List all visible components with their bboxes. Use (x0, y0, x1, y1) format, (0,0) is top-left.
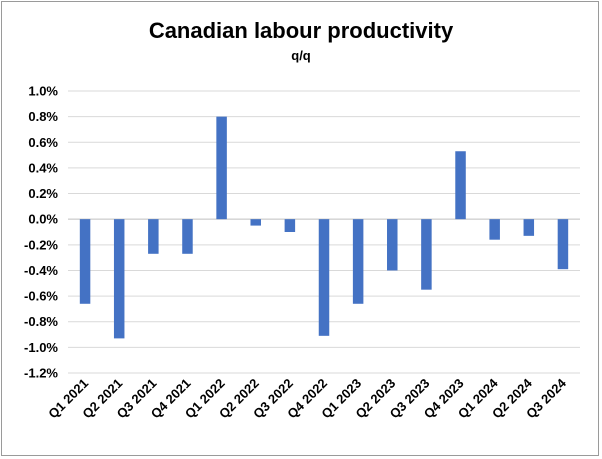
bar (250, 219, 261, 226)
bar (182, 219, 193, 254)
bars (79, 116, 569, 339)
bar (284, 219, 296, 232)
y-tick-label: 0.8% (28, 109, 58, 124)
bar (113, 219, 125, 339)
bar (387, 219, 398, 271)
bar (523, 219, 535, 236)
y-tick-label: -1.2% (24, 366, 58, 381)
bar (352, 219, 364, 304)
y-tick-label: -0.4% (24, 263, 58, 278)
bar (79, 219, 91, 304)
y-tick-label: -1.0% (24, 340, 58, 355)
y-tick-label: 0.6% (28, 135, 58, 150)
bar (148, 219, 159, 254)
bar (455, 151, 466, 220)
bar (489, 219, 500, 240)
y-tick-label: 1.0% (28, 84, 58, 99)
y-tick-label: -0.2% (24, 237, 58, 252)
y-axis-tick-labels: 1.0% 0.8% 0.6% 0.4% 0.2% 0.0% -0.2% -0.4% -0.6% -… (24, 84, 58, 381)
y-tick-label: 0.2% (28, 186, 58, 201)
bar (318, 219, 330, 336)
bar (557, 219, 569, 270)
y-tick-label: 0.0% (28, 212, 58, 227)
y-tick-label: -0.8% (24, 314, 58, 329)
y-tick-label: -0.6% (24, 289, 58, 304)
chart-subtitle: q/q (291, 48, 311, 63)
chart-title: Canadian labour productivity (148, 18, 454, 43)
bar (216, 116, 227, 220)
y-tick-label: 0.4% (28, 160, 58, 175)
bar (421, 219, 432, 290)
